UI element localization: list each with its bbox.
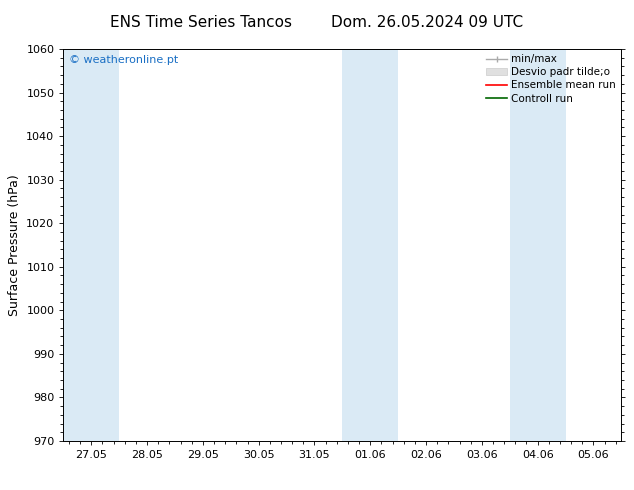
Text: ENS Time Series Tancos        Dom. 26.05.2024 09 UTC: ENS Time Series Tancos Dom. 26.05.2024 0… bbox=[110, 15, 524, 30]
Bar bbox=[510, 49, 566, 441]
Legend: min/max, Desvio padr tilde;o, Ensemble mean run, Controll run: min/max, Desvio padr tilde;o, Ensemble m… bbox=[483, 51, 619, 107]
Bar bbox=[342, 49, 398, 441]
Bar bbox=[63, 49, 119, 441]
Text: © weatheronline.pt: © weatheronline.pt bbox=[69, 55, 178, 65]
Y-axis label: Surface Pressure (hPa): Surface Pressure (hPa) bbox=[8, 174, 21, 316]
